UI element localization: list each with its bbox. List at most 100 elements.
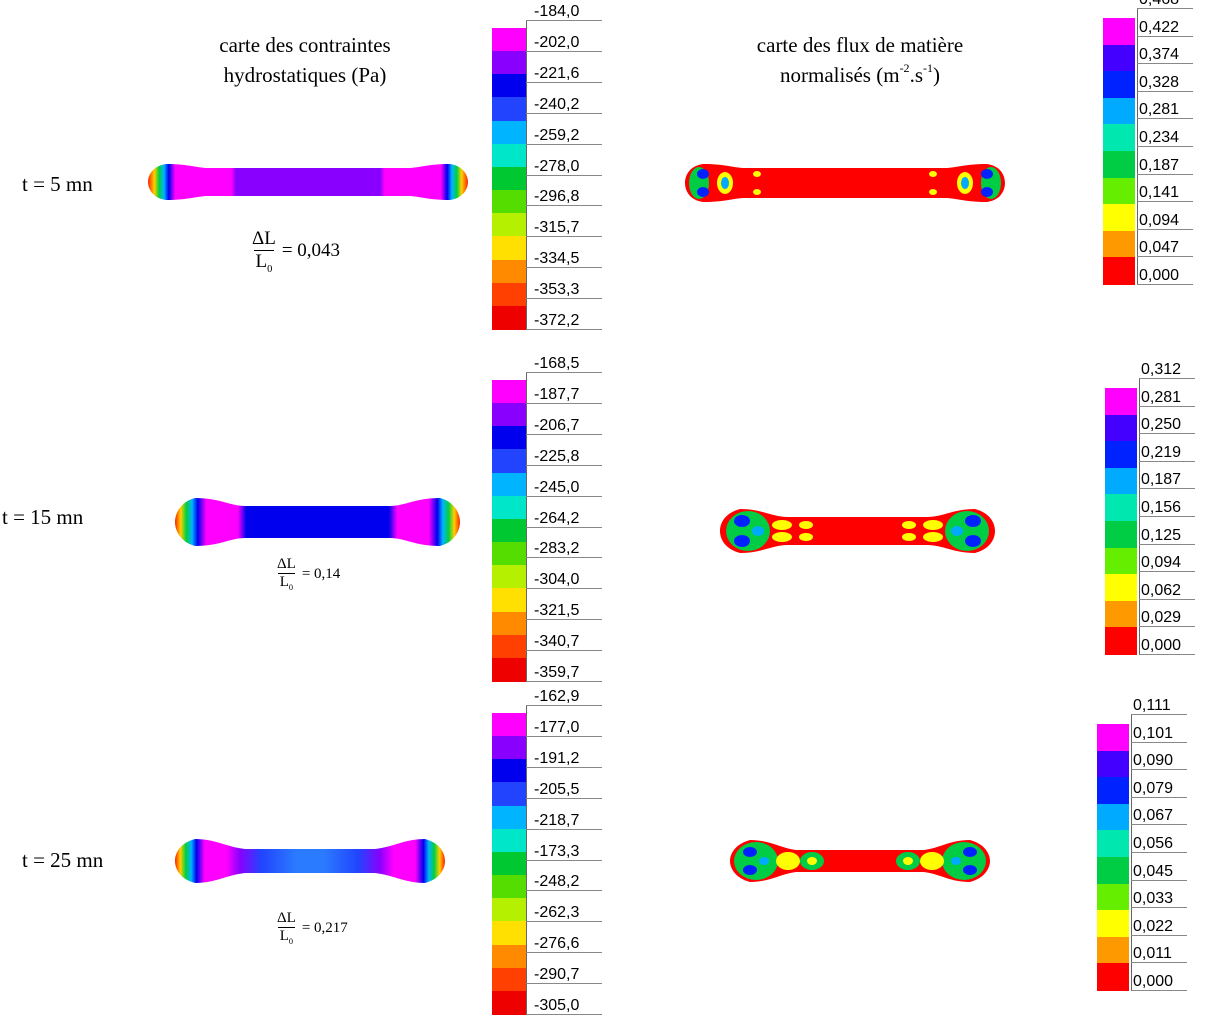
legend-tick-label: 0,094 <box>1141 554 1182 572</box>
legend-tick <box>1137 173 1193 175</box>
legend-swatch <box>492 611 526 636</box>
legend-tick-label: -218,7 <box>534 811 580 829</box>
flux-map-header: carte des flux de matière normalisés (m-… <box>700 30 1020 90</box>
legend-swatch <box>492 259 526 284</box>
legend-swatch <box>492 921 526 946</box>
legend-tick <box>1139 626 1195 628</box>
legend-swatch <box>1105 574 1137 602</box>
legend-tick <box>526 205 602 207</box>
legend-tick <box>1137 35 1193 37</box>
legend-tick <box>526 236 602 238</box>
strain-fraction: ΔL L0 <box>277 910 296 946</box>
legend-tick <box>1137 256 1193 258</box>
legend-swatch <box>492 213 526 237</box>
strain-fraction: ΔL L0 <box>252 228 276 275</box>
legend-swatch <box>1097 857 1129 885</box>
legend-swatch <box>492 403 526 427</box>
time-label-row2: t = 15 mn <box>2 505 84 529</box>
legend-swatch <box>1103 151 1135 179</box>
strain-value: = 0,14 <box>301 565 341 582</box>
legend-tick-label: 0,156 <box>1141 499 1182 516</box>
legend-tick <box>1131 741 1187 743</box>
stress-legend-row1: -184,0 -202,0 -221,6 -240,2 -259,2 -278,0 -296… <box>492 3 602 330</box>
legend-tick <box>526 735 602 737</box>
legend-tick-label: 0,219 <box>1141 443 1182 461</box>
legend-tick <box>526 588 602 590</box>
legend-tick-label: -206,7 <box>534 416 580 434</box>
legend-swatch <box>492 967 526 992</box>
legend-tick-label: 0,468 <box>1139 0 1179 8</box>
legend-swatch <box>1097 910 1129 938</box>
legend-tick <box>526 619 602 621</box>
legend-tick-label: -205,5 <box>534 780 580 798</box>
stress-specimen-row2 <box>175 498 460 546</box>
legend-tick <box>526 890 602 892</box>
strain-value: = 0,043 <box>281 240 341 262</box>
legend-tick <box>526 81 602 83</box>
legend-swatch <box>492 990 526 1015</box>
legend-tick <box>526 20 602 21</box>
flux-specimen-row3 <box>730 840 990 882</box>
legend-tick-label: -191,2 <box>534 749 580 767</box>
legend-tick-label: -334,5 <box>534 250 580 268</box>
legend-tick <box>1131 879 1187 881</box>
legend-tick-label: 0,000 <box>1141 637 1182 654</box>
legend-tick-label: 0,141 <box>1139 184 1180 202</box>
legend-tick <box>526 464 602 466</box>
legend-tick-label: -259,2 <box>534 126 580 144</box>
legend-tick <box>1137 63 1193 65</box>
legend-tick-label: -187,7 <box>534 385 580 403</box>
legend-tick-label: -276,6 <box>534 935 580 953</box>
legend-tick <box>526 921 602 923</box>
stress-specimen-row1 <box>148 164 468 200</box>
legend-tick <box>1137 228 1193 230</box>
legend-tick-label: 0,062 <box>1141 581 1182 599</box>
legend-swatch <box>1103 204 1135 232</box>
legend-tick <box>1137 8 1193 9</box>
legend-tick <box>526 828 602 830</box>
legend-tick <box>526 766 602 768</box>
legend-swatch <box>1105 388 1137 416</box>
legend-tick-label: 0,094 <box>1139 211 1180 229</box>
flux-legend-row3: 0,111 0,101 0,090 0,079 0,067 0,056 0,045 0,033… <box>1097 697 1187 991</box>
legend-tick <box>1137 284 1193 285</box>
legend-tick-label: 0,422 <box>1139 18 1180 36</box>
legend-tick <box>1139 571 1195 573</box>
legend-tick <box>526 143 602 145</box>
legend-tick <box>526 50 602 52</box>
legend-swatch <box>492 782 526 807</box>
legend-swatch <box>492 851 526 876</box>
legend-tick-label: -305,0 <box>534 997 580 1014</box>
legend-tick-label: -290,7 <box>534 966 580 984</box>
strain-value: = 0,217 <box>301 919 348 936</box>
legend-tick-label: 0,045 <box>1133 862 1174 880</box>
legend-swatch <box>492 380 526 404</box>
legend-tick <box>526 681 602 682</box>
time-label-row3: t = 25 mn <box>22 848 104 872</box>
legend-tick-label: 0,047 <box>1139 239 1180 257</box>
legend-swatch <box>492 305 526 330</box>
legend-tick <box>526 112 602 114</box>
legend-swatch <box>492 759 526 784</box>
legend-tick <box>1131 907 1187 909</box>
stress-header-line1: carte des contraintes <box>219 33 391 57</box>
legend-swatch <box>1105 414 1137 442</box>
legend-tick-label: 0,125 <box>1141 526 1182 544</box>
legend-tick-label: -173,3 <box>534 842 580 860</box>
legend-swatch <box>1105 441 1137 469</box>
legend-tick-label: -340,7 <box>534 633 580 651</box>
flux-specimen-row1 <box>685 164 1005 202</box>
legend-swatch <box>1103 97 1135 125</box>
legend-swatch <box>1103 18 1135 46</box>
legend-swatch <box>492 805 526 830</box>
legend-swatch <box>492 190 526 214</box>
legend-swatch <box>492 120 526 145</box>
legend-tick-label: -321,5 <box>534 602 580 620</box>
legend-tick <box>526 557 602 559</box>
legend-tick-label: 0,187 <box>1141 471 1182 489</box>
legend-tick-label: -315,7 <box>534 219 580 237</box>
flux-header-line1: carte des flux de matière <box>756 33 964 57</box>
legend-tick-label: -353,3 <box>534 281 580 299</box>
legend-swatch <box>492 565 526 589</box>
legend-swatch <box>492 657 526 682</box>
